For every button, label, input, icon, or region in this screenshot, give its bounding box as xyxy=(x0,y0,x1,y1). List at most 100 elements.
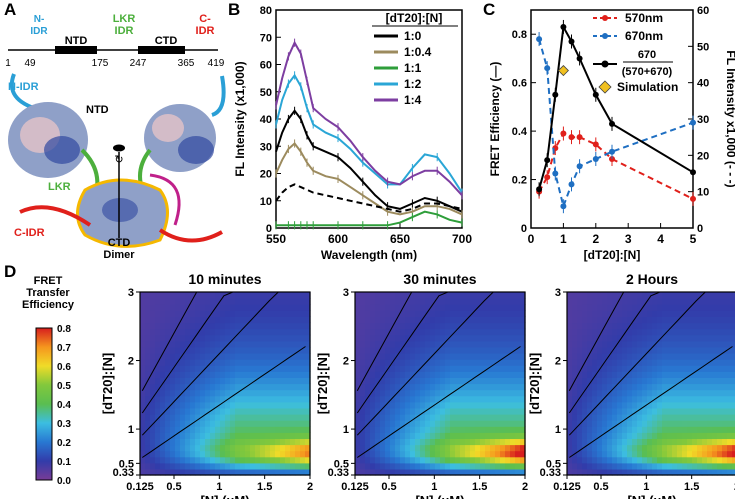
heatmap-cell xyxy=(682,456,688,464)
heatmap-cell xyxy=(270,371,276,378)
heatmap-cell xyxy=(475,310,481,317)
heatmap-cell xyxy=(440,304,446,311)
heatmap-cell xyxy=(165,304,171,311)
heatmap-cell xyxy=(185,389,191,397)
heatmap-cell xyxy=(285,395,291,403)
heatmap-cell xyxy=(627,340,633,348)
heatmap-cell xyxy=(692,456,698,464)
heatmap-cell xyxy=(280,426,286,433)
heatmap-cell xyxy=(667,407,673,415)
heatmap-cell xyxy=(245,383,251,391)
heatmap-cell xyxy=(160,414,166,421)
heatmap-cell xyxy=(360,438,366,446)
heatmap-cell xyxy=(617,316,623,324)
heatmap-cell xyxy=(265,420,271,427)
heatmap-cell xyxy=(440,322,446,330)
heatmap-cell xyxy=(592,444,598,452)
heatmap-cell xyxy=(582,432,588,439)
heatmap-cell xyxy=(692,310,698,317)
heatmap-cell xyxy=(465,383,471,391)
heatmap-cell xyxy=(410,365,416,372)
heatmap-cell xyxy=(440,377,446,385)
heatmap-cell xyxy=(245,334,251,342)
heatmap-cell xyxy=(430,420,436,427)
heatmap-cell xyxy=(712,346,718,354)
heatmap-frame xyxy=(139,291,311,476)
heatmap-cell xyxy=(692,432,698,439)
heatmap-cell xyxy=(360,322,366,330)
heatmap-cell xyxy=(602,420,608,427)
heatmap-cell xyxy=(495,316,501,324)
heatmap-cell xyxy=(445,334,451,342)
heatmap-cell xyxy=(170,456,176,464)
heatmap-cell xyxy=(250,432,256,439)
heatmap-cell xyxy=(415,420,421,427)
heatmap-cell xyxy=(597,346,603,354)
heatmap-cell xyxy=(637,432,643,439)
heatmap-cell xyxy=(185,420,191,427)
heatmap-cell xyxy=(500,316,506,324)
heatmap-cell xyxy=(200,292,206,299)
heatmap-cell xyxy=(702,395,708,403)
heatmap-cell xyxy=(627,365,633,372)
heatmap-cell xyxy=(652,377,658,385)
heatmap-cell xyxy=(360,346,366,354)
heatmap-cell xyxy=(490,334,496,342)
heatmap-cell xyxy=(572,298,578,305)
heatmap-cell xyxy=(475,420,481,427)
heatmap-cell xyxy=(165,426,171,433)
heatmap-cell xyxy=(265,389,271,397)
heatmap-cell xyxy=(697,346,703,354)
heatmap-cell xyxy=(205,444,211,452)
heatmap-cell xyxy=(707,383,713,391)
heatmap-cell xyxy=(495,432,501,439)
heatmap-cell xyxy=(672,432,678,439)
heatmap-cell xyxy=(632,353,638,360)
heatmap-cell xyxy=(587,328,593,336)
heatmap-cell xyxy=(617,401,623,409)
heatmap-cell xyxy=(500,365,506,372)
heatmap-cell xyxy=(190,377,196,385)
heatmap-cell xyxy=(390,340,396,348)
heatmap-cell xyxy=(485,359,491,366)
heatmap-cell xyxy=(647,414,653,421)
heatmap-cell xyxy=(582,334,588,342)
heatmap-cell xyxy=(195,346,201,354)
heatmap-cell xyxy=(195,359,201,366)
heatmap-cell xyxy=(617,340,623,348)
heatmap-cell xyxy=(210,426,216,433)
heatmap-cell xyxy=(515,432,521,439)
heatmap-cell xyxy=(647,395,653,403)
heatmap-cell xyxy=(245,456,251,464)
heatmap-cell xyxy=(612,322,618,330)
heatmap-cell xyxy=(567,346,573,354)
heatmap-cell xyxy=(587,359,593,366)
heatmap-cell xyxy=(285,426,291,433)
heatmap-cell xyxy=(647,353,653,360)
heatmap-cell xyxy=(692,353,698,360)
heatmap-cell xyxy=(490,346,496,354)
y-tick-label: 2 xyxy=(555,356,561,368)
heatmap-cell xyxy=(632,432,638,439)
heatmap-cell xyxy=(435,438,441,446)
svg-text:175: 175 xyxy=(92,58,109,69)
heatmap-cell xyxy=(475,407,481,415)
heatmap-cell xyxy=(495,407,501,415)
heatmap-cell xyxy=(622,450,628,458)
heatmap-cell xyxy=(687,468,693,476)
heatmap-cell xyxy=(370,328,376,336)
heatmap-cell xyxy=(470,334,476,342)
heatmap-cell xyxy=(385,334,391,342)
heatmap-cell xyxy=(717,298,723,305)
heatmap-cell xyxy=(400,322,406,330)
heatmap-cell xyxy=(410,389,416,397)
heatmap-cell xyxy=(260,359,266,366)
heatmap-cell xyxy=(255,389,261,397)
heatmap-cell xyxy=(165,414,171,421)
heatmap-cell xyxy=(430,316,436,324)
heatmap-cell xyxy=(305,468,311,476)
heatmap-cell xyxy=(607,414,613,421)
heatmap-cell xyxy=(617,359,623,366)
heatmap-cell xyxy=(697,292,703,299)
data-point-670nm xyxy=(536,36,543,43)
